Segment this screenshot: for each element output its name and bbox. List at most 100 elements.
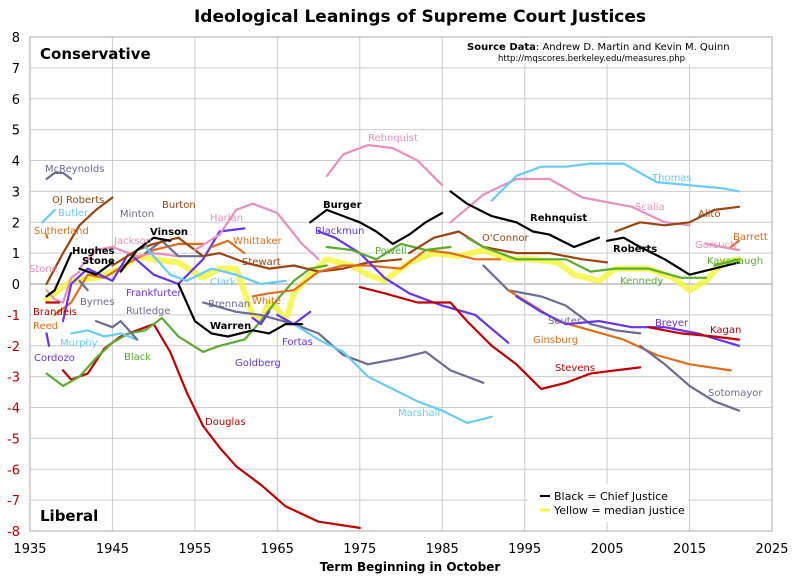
series-label: Alito bbox=[698, 209, 720, 220]
series-line-black bbox=[45, 264, 328, 387]
series-line-cordozo bbox=[45, 332, 51, 347]
series-line-roberts-chief bbox=[606, 236, 741, 276]
series-line-stewart bbox=[218, 252, 403, 273]
series-label: Kavanaugh bbox=[707, 256, 763, 267]
plot-frame bbox=[29, 36, 773, 532]
series-label: OJ Roberts bbox=[52, 195, 104, 206]
series-line-rehnquist bbox=[325, 144, 444, 187]
series-label: Rehnquist bbox=[530, 213, 587, 224]
y-tick-label: -8 bbox=[7, 525, 20, 540]
y-tick-label: 0 bbox=[12, 278, 20, 293]
x-tick-label: 1985 bbox=[426, 542, 459, 557]
y-axis: 8 7 6 5 4 3 2 1 0 -1 -2 -3 -4 -5 -6 -7 -8 bbox=[7, 31, 20, 540]
series-label: White bbox=[252, 296, 281, 307]
series-label: Brandeis bbox=[33, 307, 77, 318]
series-label: McReynolds bbox=[45, 164, 105, 175]
series-label: Souter bbox=[548, 316, 582, 327]
series-label: Burton bbox=[162, 200, 196, 211]
series-label: Stone bbox=[82, 256, 115, 267]
y-tick-label: 8 bbox=[12, 31, 20, 46]
series-line-kavanaugh bbox=[713, 258, 741, 267]
series-line-butler bbox=[41, 208, 56, 224]
series-label: Frankfurter bbox=[126, 288, 182, 299]
series-label: Marshall bbox=[398, 408, 440, 419]
series-label: Byrnes bbox=[80, 297, 114, 308]
y-tick-label: -7 bbox=[7, 494, 20, 509]
x-tick-label: 2015 bbox=[673, 542, 706, 557]
series-label: Rehnquist bbox=[368, 133, 418, 144]
series-label: Warren bbox=[210, 321, 251, 332]
chart-title: Ideological Leanings of Supreme Court Ju… bbox=[194, 7, 646, 27]
series-line-burger-chief bbox=[309, 208, 444, 245]
series-line-powell bbox=[325, 242, 452, 261]
y-tick-label: 2 bbox=[12, 216, 20, 231]
series-line-kagan bbox=[647, 326, 741, 341]
x-tick-label: 1935 bbox=[13, 542, 46, 557]
series-line-brennan bbox=[202, 301, 485, 384]
series-label: Kennedy bbox=[620, 276, 663, 287]
series-line-minton bbox=[144, 239, 205, 258]
series-label: Rutledge bbox=[126, 306, 171, 317]
series-label: Jackson bbox=[113, 236, 152, 247]
series-line-scalia bbox=[449, 177, 691, 227]
series-line-white bbox=[251, 248, 501, 298]
source-note: Source Data: Andrew D. Martin and Kevin … bbox=[462, 38, 730, 64]
series-line-sutherland bbox=[45, 233, 49, 239]
x-tick-label: 1965 bbox=[261, 542, 294, 557]
series-label: Fortas bbox=[282, 337, 313, 348]
liberal-label: Liberal bbox=[40, 507, 98, 525]
legend: Black = Chief Justice Yellow = median ju… bbox=[528, 484, 688, 522]
series-label: O'Connor bbox=[482, 233, 530, 244]
svg-text:Source Data: Andrew D. Martin: Source Data: Andrew D. Martin and Kevin … bbox=[467, 42, 730, 53]
series-label: Powell bbox=[375, 246, 407, 257]
series-label: Ginsburg bbox=[533, 335, 578, 346]
series-label: Hughes bbox=[72, 246, 115, 257]
legend-label-chief: Black = Chief Justice bbox=[554, 490, 668, 503]
y-tick-label: -3 bbox=[7, 371, 20, 386]
x-tick-label: 2005 bbox=[591, 542, 624, 557]
x-axis-label: Term Beginning in October bbox=[320, 560, 501, 574]
series-line-rutledge bbox=[94, 320, 139, 341]
y-tick-label: -6 bbox=[7, 463, 20, 478]
series-label: Thomas bbox=[651, 173, 692, 184]
series-label: Douglas bbox=[205, 417, 246, 428]
series-label: Vinson bbox=[150, 227, 188, 238]
y-tick-label: 7 bbox=[12, 62, 20, 77]
series-label: Reed bbox=[33, 321, 58, 332]
source-url: http://mqscores.berkeley.edu/measures.ph… bbox=[498, 54, 685, 64]
series-line-clark bbox=[144, 245, 287, 286]
series-line-sotomayor bbox=[639, 344, 741, 412]
series-line-stevens bbox=[358, 286, 642, 391]
series-label: Blackmun bbox=[315, 226, 364, 237]
series-line-kennedy bbox=[465, 236, 708, 279]
series-label: Minton bbox=[120, 209, 154, 220]
legend-label-median: Yellow = median justice bbox=[553, 504, 685, 517]
y-tick-label: 3 bbox=[12, 185, 20, 200]
y-tick-label: 4 bbox=[12, 155, 20, 170]
series-line-stone bbox=[45, 270, 81, 304]
conservative-label: Conservative bbox=[40, 45, 151, 63]
series-lines bbox=[41, 144, 742, 529]
series-line-o-connor bbox=[408, 230, 609, 264]
series-line-barrett bbox=[729, 239, 741, 249]
series-line-vinson-chief bbox=[119, 236, 172, 273]
series-line-gorsuch bbox=[704, 242, 741, 252]
series-line-alito bbox=[614, 205, 741, 233]
series-label: Burger bbox=[323, 200, 362, 211]
series-label: Cordozo bbox=[34, 353, 75, 364]
y-tick-label: 6 bbox=[12, 93, 20, 108]
series-label: Roberts bbox=[613, 244, 657, 255]
series-line-byrnes bbox=[78, 279, 89, 292]
series-line-reed bbox=[53, 242, 205, 316]
y-tick-label: -5 bbox=[7, 432, 20, 447]
series-line-frankfurter bbox=[61, 227, 246, 323]
series-label: Gorsuch bbox=[695, 240, 736, 251]
series-line-warren-chief bbox=[177, 282, 304, 338]
series-label: Stevens bbox=[555, 363, 595, 374]
series-label: Barrett bbox=[733, 232, 768, 243]
series-label: Harlan bbox=[210, 213, 243, 224]
series-line-harlan bbox=[193, 202, 320, 261]
series-line-blackmun bbox=[317, 230, 510, 344]
series-line-douglas bbox=[61, 323, 361, 529]
